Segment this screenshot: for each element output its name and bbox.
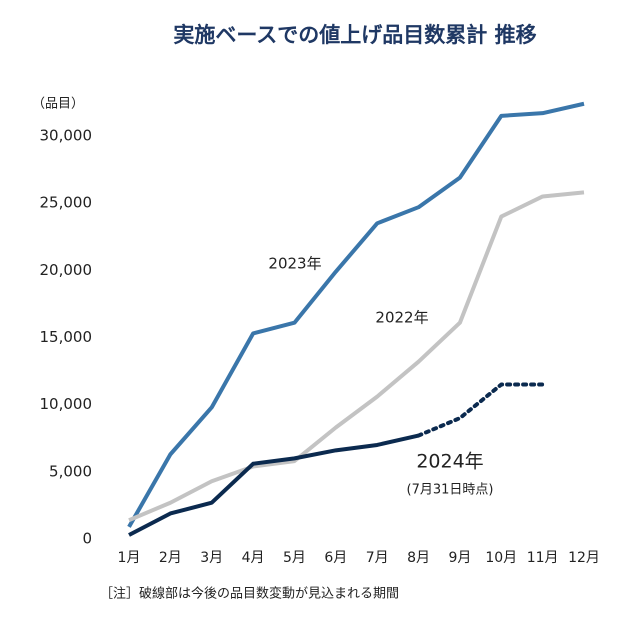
x-tick-label: 11月 — [527, 550, 559, 566]
annotation: (7月31日時点) — [407, 483, 494, 498]
x-tick-label: 5月 — [283, 550, 306, 566]
y-unit: （品目） — [32, 97, 84, 112]
line — [128, 433, 419, 537]
line — [128, 190, 585, 523]
x-tick-label: 6月 — [324, 550, 347, 566]
x-tick-label: 9月 — [448, 550, 471, 566]
x-tick-label: 1月 — [118, 550, 141, 566]
y-tick-label: 25,000 — [40, 194, 93, 212]
y-tick-label: 10,000 — [40, 395, 93, 413]
note: ［注］破線部は今後の品目数変動が見込まれる期間 — [100, 586, 399, 602]
y-tick-label: 0 — [82, 530, 92, 548]
series-label: 2023年 — [268, 255, 321, 273]
y-tick-label: 20,000 — [40, 261, 93, 279]
x-tick-label: 7月 — [366, 550, 389, 566]
x-tick-label: 12月 — [568, 550, 600, 566]
line-dotted — [416, 382, 545, 438]
y-tick-label: 5,000 — [49, 462, 92, 480]
x-tick-label: 3月 — [200, 550, 223, 566]
y-tick-label: 30,000 — [40, 127, 93, 145]
x-tick-label: 4月 — [242, 550, 265, 566]
series-label: 2022年 — [375, 309, 428, 327]
series-label: 2024年 — [416, 451, 483, 473]
line — [127, 101, 585, 528]
x-tick-label: 2月 — [159, 550, 182, 566]
x-tick-label: 10月 — [485, 550, 517, 566]
x-tick-label: 8月 — [407, 550, 430, 566]
y-tick-label: 15,000 — [40, 328, 93, 346]
chart-title: 実施ベースでの値上げ品目数累計 推移 — [173, 23, 536, 47]
